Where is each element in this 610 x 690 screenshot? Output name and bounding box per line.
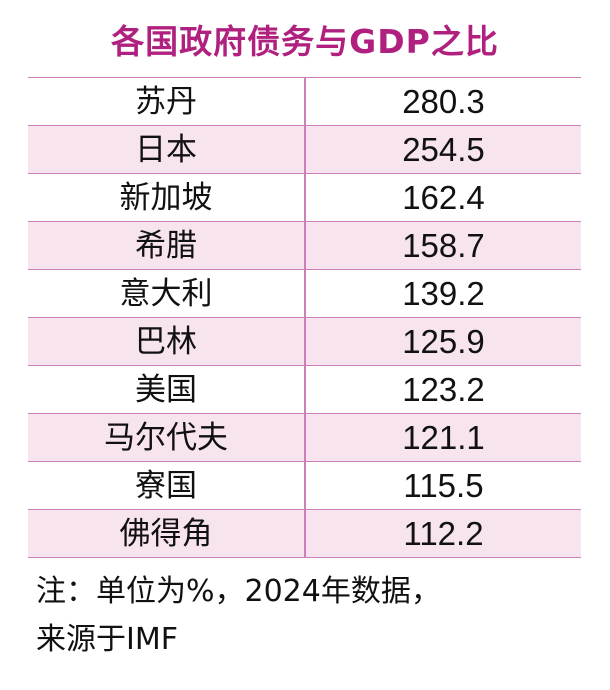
table-row: 苏丹 280.3 bbox=[28, 78, 581, 126]
country-cell: 苏丹 bbox=[135, 84, 197, 120]
country-cell: 马尔代夫 bbox=[104, 420, 228, 456]
value-cell: 112.2 bbox=[403, 515, 484, 552]
table-row: 寮国 115.5 bbox=[28, 462, 581, 510]
table-row: 希腊 158.7 bbox=[28, 222, 581, 270]
column-divider bbox=[304, 78, 306, 125]
table-row: 美国 123.2 bbox=[28, 366, 581, 414]
column-divider bbox=[304, 126, 306, 173]
value-cell: 162.4 bbox=[402, 179, 485, 216]
table-row: 意大利 139.2 bbox=[28, 270, 581, 318]
column-divider bbox=[304, 270, 306, 317]
column-divider bbox=[304, 462, 306, 509]
country-cell: 美国 bbox=[135, 372, 197, 408]
value-cell: 280.3 bbox=[402, 83, 485, 120]
value-cell: 123.2 bbox=[402, 371, 485, 408]
table-row: 日本 254.5 bbox=[28, 126, 581, 174]
value-cell: 254.5 bbox=[402, 131, 485, 168]
data-table: 苏丹 280.3 日本 254.5 新加坡 162.4 希腊 158.7 意大利 139.2 巴林 1… bbox=[28, 77, 581, 558]
value-cell: 158.7 bbox=[402, 227, 485, 264]
column-divider bbox=[304, 222, 306, 269]
country-cell: 佛得角 bbox=[119, 516, 213, 552]
table-row: 佛得角 112.2 bbox=[28, 510, 581, 558]
country-cell: 寮国 bbox=[135, 468, 197, 504]
country-cell: 意大利 bbox=[119, 276, 213, 312]
table-row: 巴林 125.9 bbox=[28, 318, 581, 366]
chart-title: 各国政府债务与GDP之比 bbox=[111, 22, 499, 61]
country-cell: 新加坡 bbox=[119, 180, 213, 216]
footnote-line-1: 注：单位为%，2024年数据， bbox=[36, 574, 441, 609]
value-cell: 125.9 bbox=[402, 323, 485, 360]
column-divider bbox=[304, 318, 306, 365]
table-row: 新加坡 162.4 bbox=[28, 174, 581, 222]
column-divider bbox=[304, 414, 306, 461]
value-cell: 121.1 bbox=[402, 419, 485, 456]
table-row: 马尔代夫 121.1 bbox=[28, 414, 581, 462]
footnote: 注：单位为%，2024年数据， 来源于IMF bbox=[36, 568, 596, 664]
value-cell: 139.2 bbox=[402, 275, 485, 312]
column-divider bbox=[304, 174, 306, 221]
footnote-line-2: 来源于IMF bbox=[36, 622, 178, 657]
country-cell: 希腊 bbox=[135, 228, 197, 264]
value-cell: 115.5 bbox=[403, 467, 484, 504]
country-cell: 日本 bbox=[135, 132, 197, 168]
column-divider bbox=[304, 366, 306, 413]
column-divider bbox=[304, 510, 306, 557]
country-cell: 巴林 bbox=[135, 324, 197, 360]
